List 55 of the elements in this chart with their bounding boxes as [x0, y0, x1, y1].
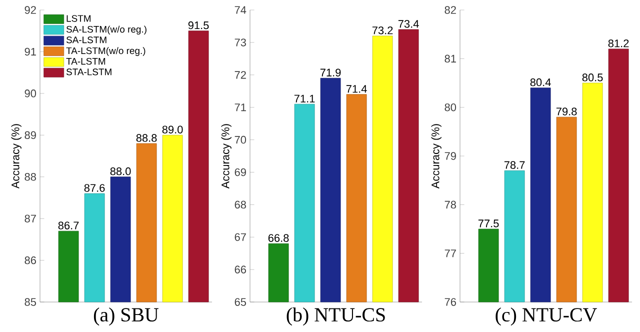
- text: (a) SBU: [94, 308, 159, 326]
- legend-label: TA-LSTM(w/o reg.): [66, 47, 146, 56]
- text: (c) NTU-CV: [496, 308, 597, 326]
- legend-label: STA-LSTM: [66, 68, 112, 76]
- legend-label: LSTM: [66, 15, 90, 22]
- data-label: 80.4: [530, 78, 551, 86]
- y-tick-label: 67: [234, 233, 246, 241]
- data-label: 73.4: [398, 20, 419, 28]
- data-label: 78.7: [504, 161, 525, 169]
- y-axis-title: Accuracy (%): [221, 124, 232, 189]
- data-label: 86.7: [58, 222, 79, 230]
- legend-label: SA-LSTM(w/o reg.): [66, 26, 146, 35]
- y-tick-label: 77: [444, 250, 456, 258]
- y-tick-label: 79: [444, 152, 456, 160]
- data-label: 77.5: [478, 220, 499, 228]
- y-tick-label: 87: [24, 214, 36, 222]
- data-label: 88.0: [110, 167, 131, 176]
- data-label: 71.4: [346, 85, 367, 93]
- y-tick-label: 68: [234, 200, 246, 209]
- data-label: 88.8: [136, 134, 157, 142]
- y-tick-label: 76: [444, 298, 456, 306]
- data-label: 81.2: [608, 39, 629, 48]
- data-label: 79.8: [556, 108, 577, 116]
- data-label: 87.6: [84, 184, 105, 192]
- y-tick-label: 86: [24, 256, 36, 264]
- y-tick-label: 89: [24, 131, 36, 140]
- y-tick-label: 70: [234, 136, 246, 144]
- y-tick-label: 92: [24, 6, 36, 14]
- y-axis-title: Accuracy (%): [11, 124, 22, 189]
- y-tick-label: 80: [444, 103, 456, 112]
- y-tick-label: 66: [234, 266, 246, 274]
- y-tick-label: 90: [24, 90, 36, 98]
- y-tick-label: 91: [24, 48, 36, 56]
- data-label: 73.2: [372, 26, 393, 34]
- y-tick-label: 78: [444, 200, 456, 209]
- y-tick-label: 85: [24, 298, 36, 306]
- data-label: 71.1: [294, 94, 315, 102]
- text: (b) NTU-CS: [286, 308, 385, 326]
- data-label: 71.9: [320, 68, 341, 76]
- legend-label: SA-LSTM: [66, 36, 106, 44]
- data-label: 91.5: [188, 21, 209, 30]
- y-tick-label: 72: [234, 71, 246, 79]
- data-label: 89.0: [162, 126, 183, 134]
- legend-label: TA-LSTM: [66, 58, 106, 65]
- y-tick-label: 65: [234, 298, 246, 306]
- data-label: 66.8: [268, 234, 289, 242]
- y-tick-label: 69: [234, 168, 246, 176]
- y-tick-label: 74: [234, 6, 246, 14]
- y-tick-label: 73: [234, 38, 246, 46]
- y-axis-title: Accuracy (%): [431, 124, 442, 189]
- data-label: 80.5: [582, 74, 603, 82]
- y-tick-label: 71: [234, 104, 246, 112]
- y-tick-label: 81: [444, 54, 456, 63]
- y-tick-label: 82: [444, 6, 456, 14]
- y-tick-label: 88: [24, 172, 36, 181]
